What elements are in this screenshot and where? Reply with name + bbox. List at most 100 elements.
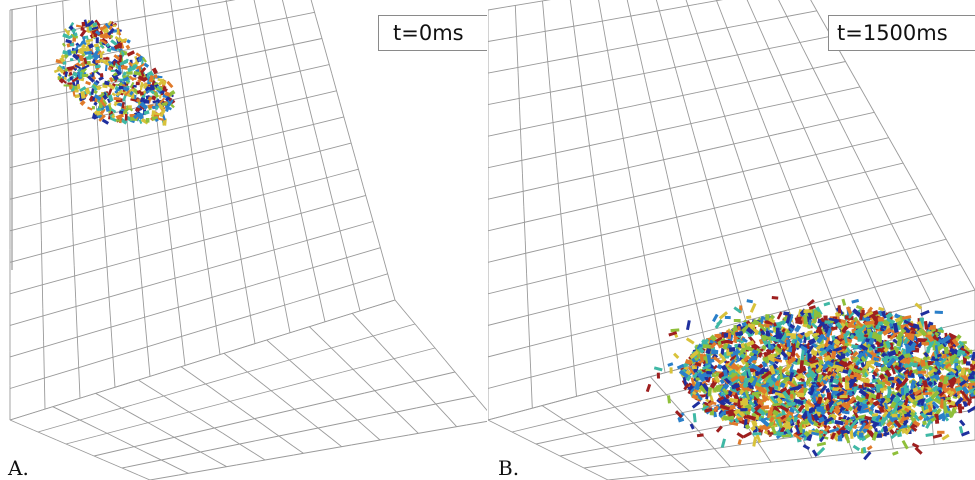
particle <box>922 407 931 415</box>
grid-line <box>142 0 146 19</box>
particle <box>876 433 882 438</box>
particle <box>849 419 859 429</box>
particle <box>834 405 841 413</box>
particle <box>685 374 692 382</box>
particle <box>68 25 74 31</box>
grid-line <box>709 259 748 271</box>
grid-line <box>161 273 192 283</box>
grid-line <box>654 183 689 193</box>
grid-line <box>9 254 40 263</box>
grid-line <box>233 360 244 370</box>
particle <box>933 335 940 342</box>
grid-line <box>349 247 381 258</box>
grid-line <box>714 443 747 450</box>
particle <box>877 344 882 349</box>
particle <box>890 364 896 375</box>
grid-line <box>728 127 739 158</box>
particle <box>74 85 78 91</box>
particle <box>765 314 770 321</box>
grid-line <box>69 413 101 424</box>
particle <box>119 80 125 85</box>
particle <box>745 361 749 368</box>
grid-line <box>512 1 539 7</box>
grid-line <box>943 234 960 263</box>
grid-line <box>673 120 706 128</box>
particle <box>742 431 752 439</box>
grid-line <box>129 151 134 185</box>
particle <box>882 327 892 336</box>
particle <box>805 399 816 408</box>
grid-line <box>430 397 440 409</box>
particle <box>702 338 710 345</box>
grid-line <box>629 436 664 444</box>
grid-line <box>607 55 615 88</box>
grid-line <box>738 223 775 233</box>
particle <box>737 346 748 356</box>
grid-line <box>149 474 179 480</box>
particle <box>727 368 736 376</box>
grid-line <box>69 268 100 278</box>
particle <box>817 416 826 424</box>
grid-line <box>383 323 416 334</box>
particle <box>80 26 85 32</box>
grid-line <box>112 354 116 388</box>
grid-line <box>266 212 274 244</box>
particle <box>789 364 794 372</box>
particle <box>158 94 162 99</box>
particle <box>73 32 78 37</box>
particle <box>904 407 910 413</box>
particle <box>856 404 862 412</box>
particle <box>927 340 935 349</box>
particle <box>940 398 944 409</box>
particle <box>110 108 117 114</box>
grid-line <box>243 446 255 454</box>
grid-line <box>197 0 201 9</box>
grid-line <box>100 404 133 415</box>
grid-line <box>198 321 231 332</box>
grid-line <box>67 238 98 248</box>
particle <box>162 80 167 86</box>
particle <box>724 315 731 320</box>
particle <box>948 379 957 389</box>
particle <box>914 388 922 396</box>
particle <box>885 411 892 417</box>
particle <box>821 408 827 416</box>
grid-line <box>35 93 63 100</box>
particle <box>95 59 100 64</box>
grid-line <box>265 157 295 166</box>
grid-line <box>272 431 284 440</box>
grid-line <box>537 444 549 451</box>
particle <box>755 371 760 377</box>
grid-line <box>91 454 104 461</box>
grid-line <box>362 186 372 216</box>
grid-line <box>315 16 325 46</box>
grid-line <box>774 214 811 225</box>
grid-line <box>132 395 164 406</box>
particle <box>863 451 872 461</box>
particle <box>961 386 970 395</box>
particle <box>843 398 851 403</box>
particle <box>752 432 762 436</box>
grid-line <box>698 423 733 432</box>
particle <box>835 353 844 361</box>
grid-line <box>292 445 304 454</box>
particle <box>931 384 939 393</box>
grid-line <box>381 397 392 408</box>
grid-line <box>304 399 335 408</box>
grid-line <box>659 142 668 175</box>
particle <box>796 368 804 375</box>
particle <box>724 365 731 369</box>
grid-line <box>121 461 152 469</box>
particle <box>837 435 843 442</box>
particle <box>884 355 889 361</box>
particle <box>904 343 911 354</box>
grid-line <box>518 153 551 162</box>
grid-line <box>570 51 598 58</box>
grid-line <box>294 50 303 81</box>
grid-line <box>39 173 42 208</box>
particle <box>729 353 737 362</box>
grid-line <box>723 458 731 467</box>
particle <box>889 342 894 350</box>
particle <box>814 428 823 436</box>
grid-line <box>526 273 529 308</box>
